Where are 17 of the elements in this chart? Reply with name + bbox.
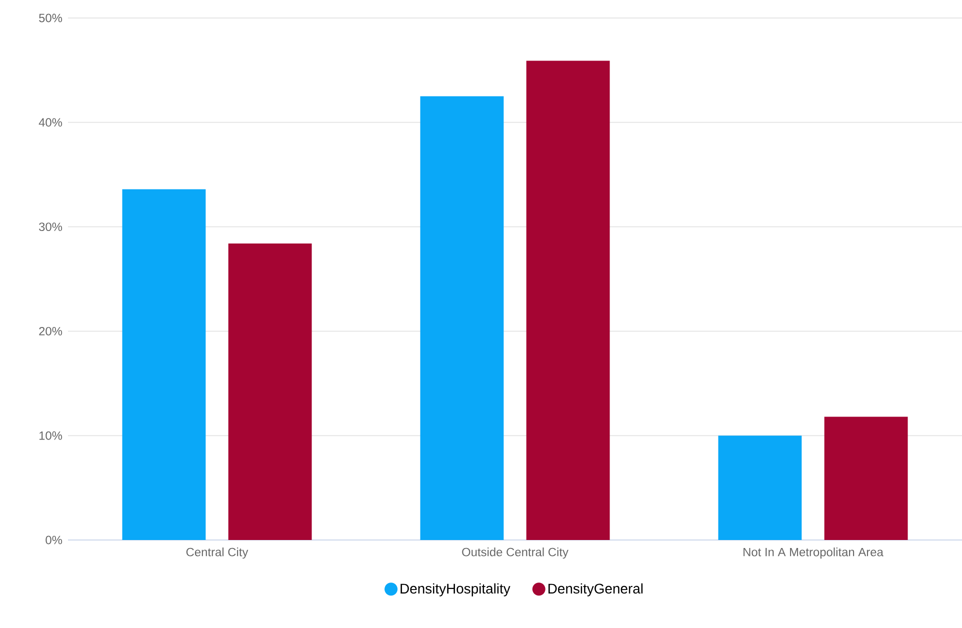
y-tick-label: 40%: [38, 118, 62, 127]
y-tick-label: 0%: [46, 536, 62, 544]
x-tick-label: Central City: [186, 548, 248, 559]
legend-label: DensityHospitality: [400, 583, 510, 596]
legend-label: DensityGeneral: [548, 583, 643, 596]
x-tick-label: Outside Central City: [462, 548, 568, 559]
x-tick-label: Not In A Metropolitan Area: [744, 548, 884, 559]
y-tick-label: 30%: [39, 222, 62, 232]
y-tick-label: 20%: [39, 326, 62, 336]
y-tick-label: 10%: [39, 431, 62, 440]
bar: [420, 96, 504, 540]
bar: [228, 244, 312, 540]
bar: [824, 416, 908, 540]
bar: [718, 436, 802, 540]
bar: [122, 189, 206, 540]
bar: [526, 60, 610, 540]
y-tick-label: 50%: [39, 14, 62, 22]
